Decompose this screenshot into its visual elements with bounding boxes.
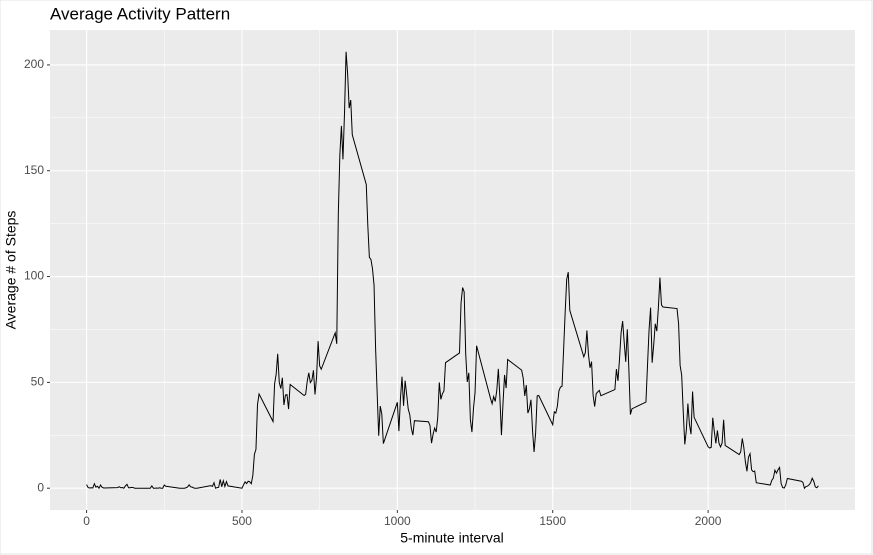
x-tick-label: 2000 (695, 514, 722, 528)
plot-panel (50, 30, 855, 510)
y-tick-label: 0 (37, 480, 44, 494)
x-tick-label: 500 (232, 514, 252, 528)
y-tick-label: 150 (24, 163, 44, 177)
y-tick-label: 200 (24, 57, 44, 71)
chart-title: Average Activity Pattern (50, 4, 230, 23)
x-tick-label: 0 (83, 514, 90, 528)
y-tick-label: 50 (31, 375, 45, 389)
x-axis-title: 5-minute interval (400, 530, 504, 546)
x-tick-label: 1000 (384, 514, 411, 528)
y-axis-title: Average # of Steps (3, 211, 19, 330)
y-tick-label: 100 (24, 269, 44, 283)
x-tick-label: 1500 (539, 514, 566, 528)
data-line (86, 51, 819, 490)
